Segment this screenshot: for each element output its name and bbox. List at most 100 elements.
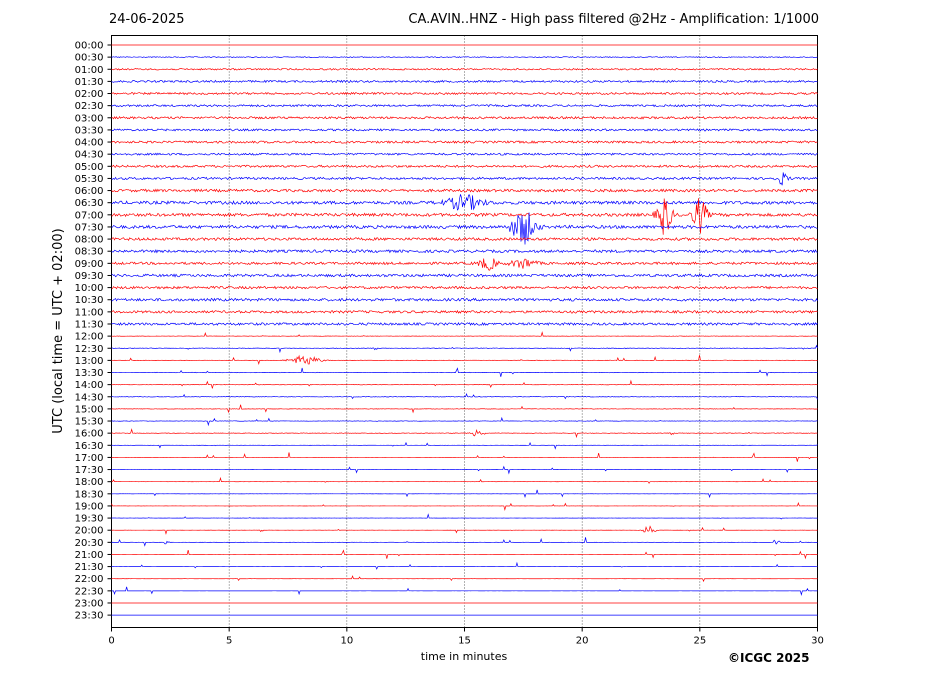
chart-title: CA.AVIN..HNZ - High pass filtered @2Hz -… [408, 12, 819, 27]
y-tick-label: 13:30 [75, 368, 104, 379]
trace-line [111, 344, 818, 354]
x-axis-label: time in minutes [421, 650, 508, 663]
trace-line [111, 140, 818, 144]
trace-line [111, 561, 818, 570]
trace-line [111, 104, 818, 108]
y-tick-label: 02:00 [75, 89, 104, 100]
trace-line [111, 152, 818, 156]
trace-line [111, 322, 818, 326]
y-tick-label: 21:00 [75, 550, 104, 561]
y-tick-label: 01:00 [75, 65, 104, 76]
y-tick-label: 01:30 [75, 77, 104, 88]
y-tick-label: 09:30 [75, 271, 104, 282]
trace-line [111, 198, 818, 235]
y-tick-label: 18:30 [75, 489, 104, 500]
y-tick-label: 15:30 [75, 417, 104, 428]
trace-line [111, 537, 818, 547]
trace-line [111, 249, 818, 254]
y-tick-label: 12:00 [75, 332, 104, 343]
trace-line [111, 393, 818, 400]
trace-line [111, 525, 818, 535]
y-tick-label: 18:00 [75, 477, 104, 488]
y-tick-label: 19:00 [75, 501, 104, 512]
y-tick-label: 12:30 [75, 344, 104, 355]
trace-line [111, 586, 818, 596]
trace-line [111, 56, 818, 59]
y-tick-label: 20:00 [75, 526, 104, 537]
y-tick-label: 03:30 [75, 125, 104, 136]
y-tick-label: 08:30 [75, 247, 104, 258]
trace-line [111, 164, 818, 169]
trace-line [111, 549, 818, 560]
trace-line [111, 501, 818, 512]
trace-line [111, 297, 818, 302]
trace-line [111, 476, 818, 484]
y-tick-label: 23:00 [75, 598, 104, 609]
y-tick-label: 07:30 [75, 222, 104, 233]
y-tick-label: 11:00 [75, 307, 104, 318]
trace-line [111, 79, 818, 84]
plot-frame [111, 35, 818, 628]
y-tick-label: 03:00 [75, 113, 104, 124]
x-tick-label: 30 [811, 636, 824, 647]
y-axis-label: UTC (local time = UTC + 02:00) [51, 228, 66, 433]
trace-line [111, 404, 818, 414]
trace-line [111, 452, 818, 462]
x-tick-label: 0 [108, 636, 114, 647]
y-axis: 00:0000:3001:0001:3002:0002:3003:0003:30… [75, 41, 112, 622]
y-tick-label: 06:30 [75, 198, 104, 209]
y-tick-label: 10:00 [75, 283, 104, 294]
y-tick-label: 20:30 [75, 538, 104, 549]
y-tick-label: 05:00 [75, 162, 104, 173]
trace-line [111, 416, 818, 427]
x-tick-label: 15 [458, 636, 471, 647]
trace-line [111, 513, 818, 520]
y-tick-label: 14:00 [75, 380, 104, 391]
y-tick-label: 06:00 [75, 186, 104, 197]
trace-line [111, 91, 818, 96]
trace-line [111, 489, 818, 499]
y-tick-label: 09:00 [75, 259, 104, 270]
chart-date: 24-06-2025 [109, 12, 185, 27]
trace-line [111, 212, 818, 245]
y-tick-label: 13:00 [75, 356, 104, 367]
y-tick-label: 22:00 [75, 574, 104, 585]
y-tick-label: 07:00 [75, 210, 104, 221]
x-tick-label: 5 [226, 636, 232, 647]
trace-line [111, 367, 818, 377]
trace-line [111, 67, 818, 71]
y-tick-label: 00:00 [75, 41, 104, 52]
y-tick-label: 04:00 [75, 138, 104, 149]
trace-line [111, 465, 818, 475]
trace-line [111, 128, 818, 132]
y-tick-label: 11:30 [75, 319, 104, 330]
trace-line [111, 188, 818, 193]
x-tick-label: 10 [340, 636, 353, 647]
x-axis: 0 5 10 15 20 25 30 [108, 627, 824, 647]
y-tick-label: 00:30 [75, 53, 104, 64]
y-tick-label: 17:00 [75, 453, 104, 464]
copyright-notice: ©ICGC 2025 [728, 651, 810, 665]
trace-line [111, 331, 818, 337]
trace-line [111, 258, 818, 271]
trace-line [111, 575, 818, 583]
y-tick-label: 10:30 [75, 295, 104, 306]
trace-line [111, 309, 818, 314]
trace-line [111, 285, 818, 290]
y-tick-label: 14:30 [75, 392, 104, 403]
trace-line [111, 194, 818, 211]
y-tick-label: 15:00 [75, 404, 104, 415]
y-tick-label: 22:30 [75, 586, 104, 597]
seismic-traces [111, 44, 818, 616]
trace-line [111, 115, 818, 120]
y-tick-label: 04:30 [75, 150, 104, 161]
trace-line [111, 273, 818, 278]
trace-line [111, 379, 818, 389]
x-tick-label: 20 [576, 636, 589, 647]
trace-line [111, 354, 818, 365]
trace-line [111, 172, 818, 186]
trace-line [111, 237, 818, 242]
trace-line [111, 428, 818, 439]
x-tick-label: 25 [693, 636, 706, 647]
